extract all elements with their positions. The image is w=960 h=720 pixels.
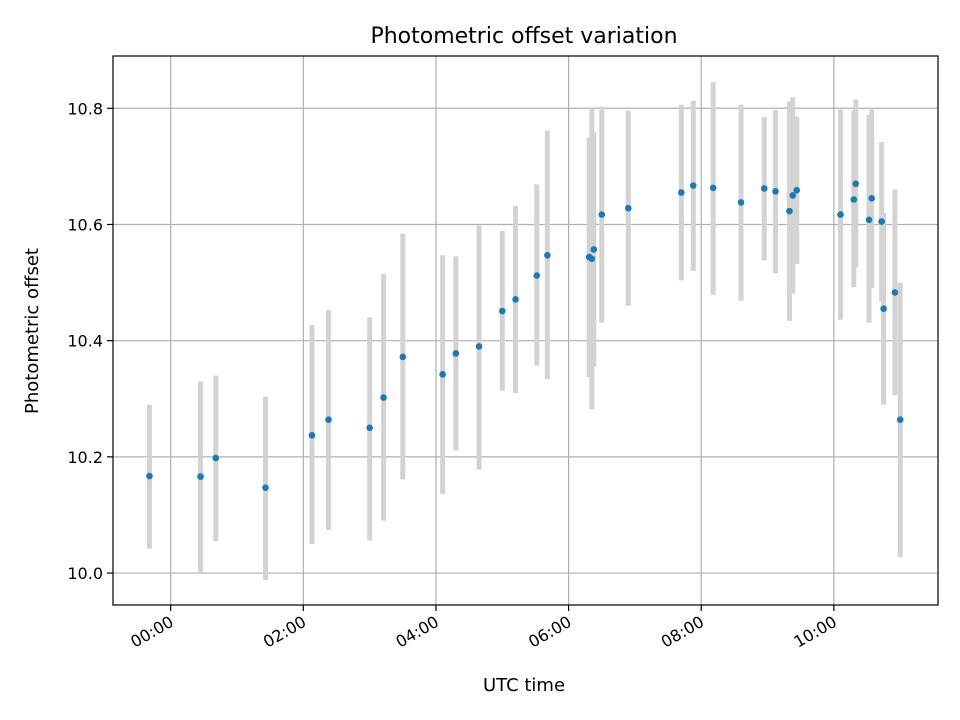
chart-title: Photometric offset variation	[370, 24, 677, 49]
data-point	[512, 296, 519, 303]
data-point	[760, 185, 768, 192]
data-point	[212, 454, 220, 462]
data-point	[789, 192, 797, 199]
y-tick-label: 10.8	[67, 99, 103, 118]
data-point	[544, 251, 551, 259]
grid-layer	[113, 56, 938, 605]
x-tick-label: 00:00	[127, 612, 176, 652]
data-point	[439, 371, 446, 378]
data-point	[399, 353, 407, 361]
data-point	[852, 180, 860, 188]
x-tick-label: 06:00	[525, 612, 574, 652]
data-point	[498, 307, 506, 315]
data-point	[709, 184, 717, 192]
data-point	[598, 211, 606, 218]
data-point	[308, 432, 316, 439]
data-point	[865, 216, 873, 224]
x-tick-label: 02:00	[260, 612, 309, 652]
point-layer	[146, 180, 904, 491]
y-axis-label: Photometric offset	[22, 248, 43, 414]
x-tick-label: 10:00	[790, 612, 839, 652]
y-tick-label: 10.6	[67, 215, 103, 234]
data-point	[380, 394, 387, 401]
data-point	[624, 204, 632, 212]
data-point	[878, 218, 885, 225]
x-tick-label: 04:00	[393, 612, 442, 652]
data-point	[868, 195, 875, 202]
data-point	[325, 416, 332, 423]
data-point	[737, 199, 745, 206]
data-point	[837, 211, 844, 218]
data-point	[590, 246, 598, 253]
x-tick-label: 08:00	[658, 612, 707, 652]
plot-frame	[112, 55, 939, 606]
x-axis-label: UTC time	[483, 675, 565, 696]
data-point	[793, 186, 801, 194]
errorbar-layer	[146, 82, 903, 581]
y-tick-label: 10.2	[67, 448, 103, 467]
data-point	[588, 255, 596, 263]
data-point	[786, 207, 793, 215]
data-point	[262, 484, 269, 491]
data-point	[896, 416, 904, 423]
data-point	[772, 188, 779, 195]
data-point	[366, 424, 373, 432]
data-point	[146, 472, 153, 480]
data-point	[689, 182, 697, 189]
data-point	[850, 196, 858, 203]
data-point	[475, 343, 483, 350]
data-point	[880, 305, 887, 313]
data-point	[533, 272, 541, 279]
data-point	[197, 473, 204, 480]
data-point	[678, 189, 685, 196]
y-tick-label: 10.4	[67, 332, 103, 351]
data-point	[891, 289, 899, 296]
y-tick-label: 10.0	[67, 564, 103, 583]
data-point	[452, 350, 460, 357]
